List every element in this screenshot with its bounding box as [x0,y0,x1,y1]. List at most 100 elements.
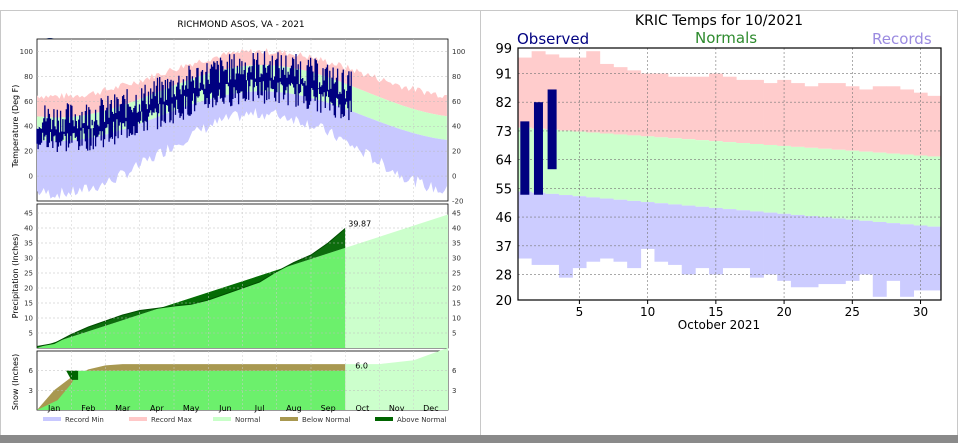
precipitation-axis-label: Precipitation (Inches) [11,234,20,319]
temperature-tick-label-left: 20 [24,148,33,156]
precipitation-tick-label-left: 30 [24,255,33,263]
normal-range-bar [872,152,887,222]
record-high-bar [872,86,887,153]
y-tick-label: 37 [495,240,512,255]
record-high-bar [736,79,751,144]
precipitation-tick-label-left: 40 [24,225,33,233]
y-tick-label: 55 [495,182,512,197]
record-low-bar [654,203,669,262]
record-low-bar [599,198,614,259]
temperature-tick-label-right: 60 [452,98,461,106]
snow-axis-label: Snow (Inches) [11,354,20,410]
precipitation-observed-line [36,228,346,347]
record-low-bar [900,224,915,297]
normal-range-bar [586,132,601,198]
annual-climate-chart: RICHMOND ASOS, VA - 2021 Temperature (De… [11,20,465,424]
normal-range-bar [668,138,683,205]
chart-title: RICHMOND ASOS, VA - 2021 [177,20,304,30]
normal-range-bar [572,131,587,197]
temperature-tick-label-left: 40 [24,123,33,131]
record-low-bar [777,213,792,281]
record-low-bar [790,214,805,288]
record-low-bar [681,205,696,275]
normal-range-bar [654,137,669,204]
precipitation-tick-label-right: 15 [452,300,461,308]
record-low-bar [804,216,819,288]
normal-range-bar [558,130,573,196]
precipitation-tick-label-right: 25 [452,270,461,278]
top-border [0,0,958,11]
month-tick-label: Jun [218,404,232,413]
record-low-bar [886,223,901,281]
legend-swatch [43,417,61,421]
normal-range-bar [859,151,874,221]
normal-range-bar [804,147,819,217]
normal-range-bar [681,139,696,206]
record-high-bar [681,76,696,140]
bottom-bar [0,435,958,443]
normal-range-bar [831,149,846,219]
month-tick-label: Jul [254,404,265,413]
y-tick-label: 99 [495,42,512,57]
precipitation-tick-label-left: 20 [24,285,33,293]
legend-label: Record Max [151,416,192,424]
record-high-bar [558,57,573,131]
precipitation-normal-remaining [345,214,448,348]
snow-ytd-label: 6.0 [355,362,368,371]
snow-tick-label-left: 6 [29,367,34,375]
record-low-bar [558,195,573,278]
precipitation-tick-label-left: 10 [24,315,33,323]
precipitation-tick-label-right: 30 [452,255,461,263]
record-min-band [37,91,447,200]
record-high-bar [518,57,532,128]
annual-climate-panel: RICHMOND ASOS, VA - 2021 Temperature (De… [1,11,481,435]
legend-normals: Normals [695,29,757,47]
snow-above-normal [66,370,79,380]
x-tick-label: 25 [845,305,860,319]
temperature-tick-label-left: 60 [24,98,33,106]
observed-temperature-bar [547,89,557,170]
normal-range-bar [749,144,764,212]
plot-frame [517,47,942,301]
temperature-tick-label-right: 80 [452,73,461,81]
chart-title: KRIC Temps for 10/2021 [635,13,803,29]
legend-swatch [280,417,298,421]
y-tick-label: 91 [495,68,512,83]
y-tick-label: 64 [495,154,512,169]
x-tick-label: 15 [708,305,723,319]
normal-range-bar [709,141,723,208]
normal-range-bar [913,155,928,226]
precipitation-tick-label-right: 45 [452,210,461,218]
record-low-bar [831,218,846,285]
record-high-bar [695,76,710,141]
normal-range-bar [722,142,737,210]
record-low-bar [872,221,887,297]
precipitation-tick-label-left: 35 [24,240,33,248]
month-tick-label: Mar [115,404,131,413]
normal-range-bar [790,146,805,215]
record-high-bar [749,79,764,145]
observed-temperature-bar [533,102,543,195]
y-tick-label: 82 [495,96,512,111]
x-tick-label: 30 [913,305,928,319]
monthly-temps-panel: KRIC Temps for 10/2021 Observed Normals … [481,11,957,435]
record-high-bar [722,76,737,143]
legend-swatch [129,417,147,421]
month-tick-label: Dec [423,404,438,413]
normal-range-bar [777,145,792,214]
precipitation-ytd-label: 39.87 [348,219,371,228]
temperature-tick-label-right: -20 [452,198,463,206]
precipitation-tick-label-right: 20 [452,285,461,293]
record-high-bar [831,83,846,150]
record-low-bar [722,209,737,269]
month-tick-label: May [183,404,200,413]
y-tick-label: 46 [495,211,512,226]
month-tick-label: Sep [321,404,336,413]
record-high-bar [790,83,805,147]
snow-normal-remaining [345,347,448,410]
snow-tick-label-left: 3 [29,387,33,395]
precipitation-tick-label-left: 45 [24,210,33,218]
legend-swatch [375,417,393,421]
temperature-tick-label-right: 20 [452,148,461,156]
x-tick-label: 10 [640,305,655,319]
